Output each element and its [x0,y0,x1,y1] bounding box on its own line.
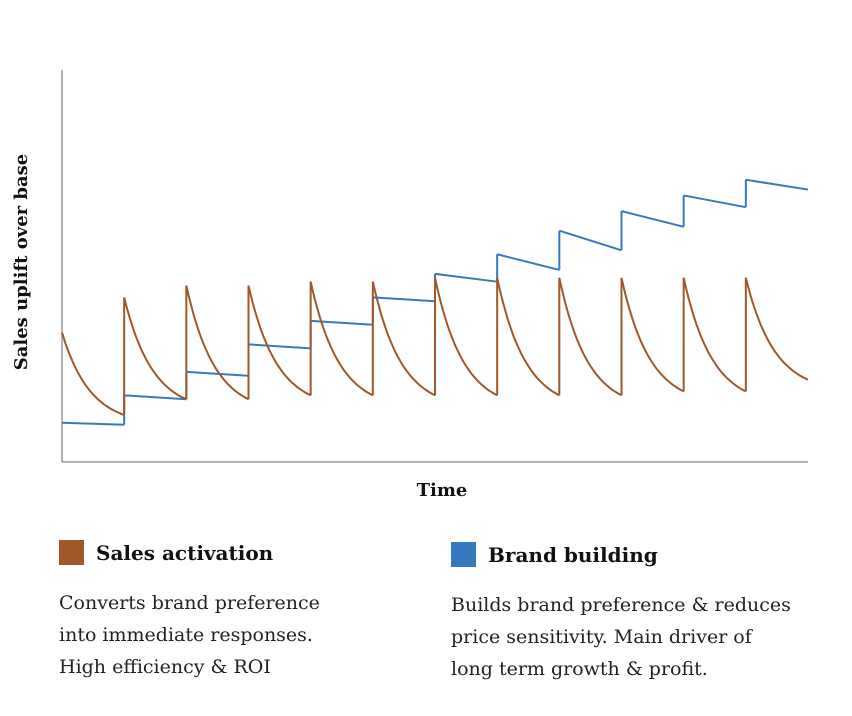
sales-activation-title: Sales activation [96,540,274,565]
sales-activation-swatch [59,540,84,565]
sales-activation-decay [744,277,809,381]
brand-building-step-segment [372,296,436,303]
sales-activation-decay [620,277,685,393]
sales-activation-desc-line: High efficiency & ROI [59,656,271,678]
brand-building-swatch [451,542,476,567]
brand-building-title: Brand building [488,542,658,567]
brand-building-desc-line: long term growth & profit. [451,658,708,680]
brand-building-step-segment [621,210,684,228]
sales-activation-desc-line: into immediate responses. [59,624,313,646]
brand-building-step-segment [683,194,747,209]
sales-activation-decay [434,277,498,397]
brand-building-step-segment [434,272,498,283]
brand-building-step-segment [559,229,622,252]
sales-activation-decay [682,277,747,393]
legend-brand-building: Brand building Builds brand preference &… [451,542,791,685]
brand-building-step-segment [310,319,373,326]
series-layer [61,178,809,426]
brand-building-step-segment [248,343,311,350]
brand-building-step-segment [496,253,560,271]
chart: Time Sales uplift over base [11,70,809,501]
brand-building-desc-line: price sensitivity. Main driver of [451,626,752,648]
sales-activation-decay [558,277,622,397]
brand-building-description: Builds brand preference & reduces price … [451,589,791,685]
sales-activation-decay [371,281,436,397]
sales-activation-decay [185,285,249,401]
x-axis-label: Time [417,480,468,501]
sales-activation-description: Converts brand preference into immediate… [59,587,320,683]
sales-activation-decay [61,332,125,416]
brand-building-step-segment [745,178,809,191]
legend-sales-activation: Sales activation Converts brand preferen… [59,540,320,683]
brand-building-step-segment [186,370,249,377]
sales-activation-decay [309,281,374,397]
y-axis-label: Sales uplift over base [11,154,32,371]
sales-activation-decay [123,297,187,401]
brand-building-desc-line: Builds brand preference & reduces [451,594,791,616]
sales-activation-series [61,277,809,416]
brand-building-step-segment [61,421,125,426]
brand-building-step-segment [124,394,187,401]
sales-activation-desc-line: Converts brand preference [59,592,320,614]
sales-activation-decay [247,285,312,397]
sales-activation-decay [496,277,560,397]
